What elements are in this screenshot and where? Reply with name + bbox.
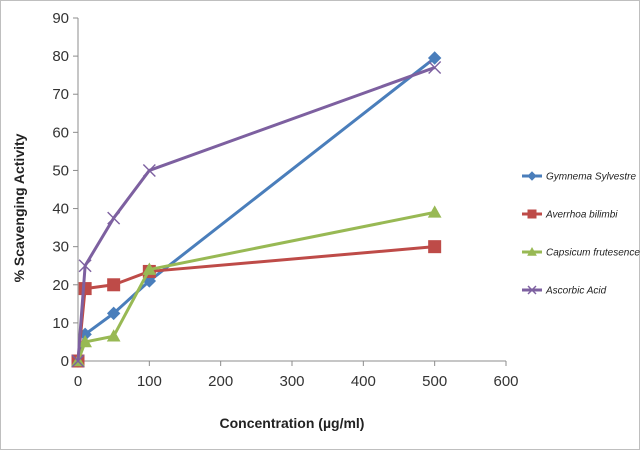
data-point — [71, 354, 85, 368]
data-point — [78, 334, 92, 348]
legend: Gymnema Sylvestre Averrhoa bilimbi Capsicu… — [522, 171, 640, 297]
data-point — [107, 211, 121, 225]
series-0 — [71, 51, 442, 368]
y-tick-label: 30 — [52, 239, 69, 256]
y-tick-label: 40 — [52, 201, 69, 218]
legend-label: Ascorbic Acid — [545, 286, 607, 297]
data-point — [428, 240, 442, 254]
legend-swatch-marker — [527, 246, 537, 256]
x-tick-label: 100 — [137, 373, 162, 390]
y-tick-label: 60 — [52, 124, 69, 141]
data-point — [428, 61, 442, 75]
data-point — [106, 306, 121, 321]
y-axis-title: % Scavenging Activity — [11, 133, 27, 282]
legend-item: Ascorbic Acid — [522, 286, 607, 297]
legend-item: Averrhoa bilimbi — [522, 209, 618, 221]
x-axis-title: Concentration (µg/ml) — [220, 415, 365, 431]
data-point-stroke — [71, 354, 85, 368]
series-3 — [71, 61, 442, 368]
y-tick-label: 70 — [52, 86, 69, 103]
series-group — [71, 51, 442, 368]
y-tick-label: 80 — [52, 48, 69, 65]
y-tick-label: 0 — [61, 353, 69, 370]
x-tick-label: 500 — [422, 373, 447, 390]
y-tick-label: 50 — [52, 162, 69, 179]
legend-swatch-marker — [527, 171, 537, 181]
y-tick-label: 20 — [52, 277, 69, 294]
series-1 — [71, 240, 442, 368]
data-point — [142, 163, 156, 177]
tick-labels: 0 10 20 30 40 50 60 70 80 90 0 100 200 300 400 500 600 — [52, 10, 518, 390]
series-line — [76, 210, 435, 362]
legend-label: Capsicum frutesence — [546, 248, 640, 259]
data-point-stroke — [78, 259, 92, 273]
axes — [73, 17, 507, 366]
data-point — [78, 259, 92, 273]
data-point — [106, 329, 121, 342]
x-tick-label: 400 — [351, 373, 376, 390]
legend-swatch-marker — [527, 209, 537, 219]
legend-label: Averrhoa bilimbi — [545, 210, 618, 221]
series-line — [76, 66, 436, 362]
data-point — [142, 262, 157, 275]
legend-item: Gymnema Sylvestre — [522, 171, 636, 183]
data-point — [107, 278, 121, 292]
legend-swatch-marker-stroke — [527, 285, 537, 295]
data-point-stroke — [428, 61, 442, 75]
legend-swatch-marker — [527, 285, 537, 295]
series-2 — [71, 205, 442, 367]
x-tick-label: 300 — [279, 373, 304, 390]
x-tick-label: 600 — [493, 373, 518, 390]
data-point — [427, 51, 442, 65]
legend-label: Gymnema Sylvestre — [546, 172, 636, 183]
data-point-stroke — [107, 211, 121, 225]
y-tick-label: 10 — [52, 315, 69, 332]
data-point-stroke — [142, 163, 156, 177]
data-point — [427, 205, 442, 218]
series-line — [76, 56, 436, 362]
x-tick-label: 0 — [74, 373, 82, 390]
legend-item: Capsicum frutesence — [522, 246, 640, 259]
y-tick-label: 90 — [52, 10, 69, 27]
x-tick-label: 200 — [208, 373, 233, 390]
